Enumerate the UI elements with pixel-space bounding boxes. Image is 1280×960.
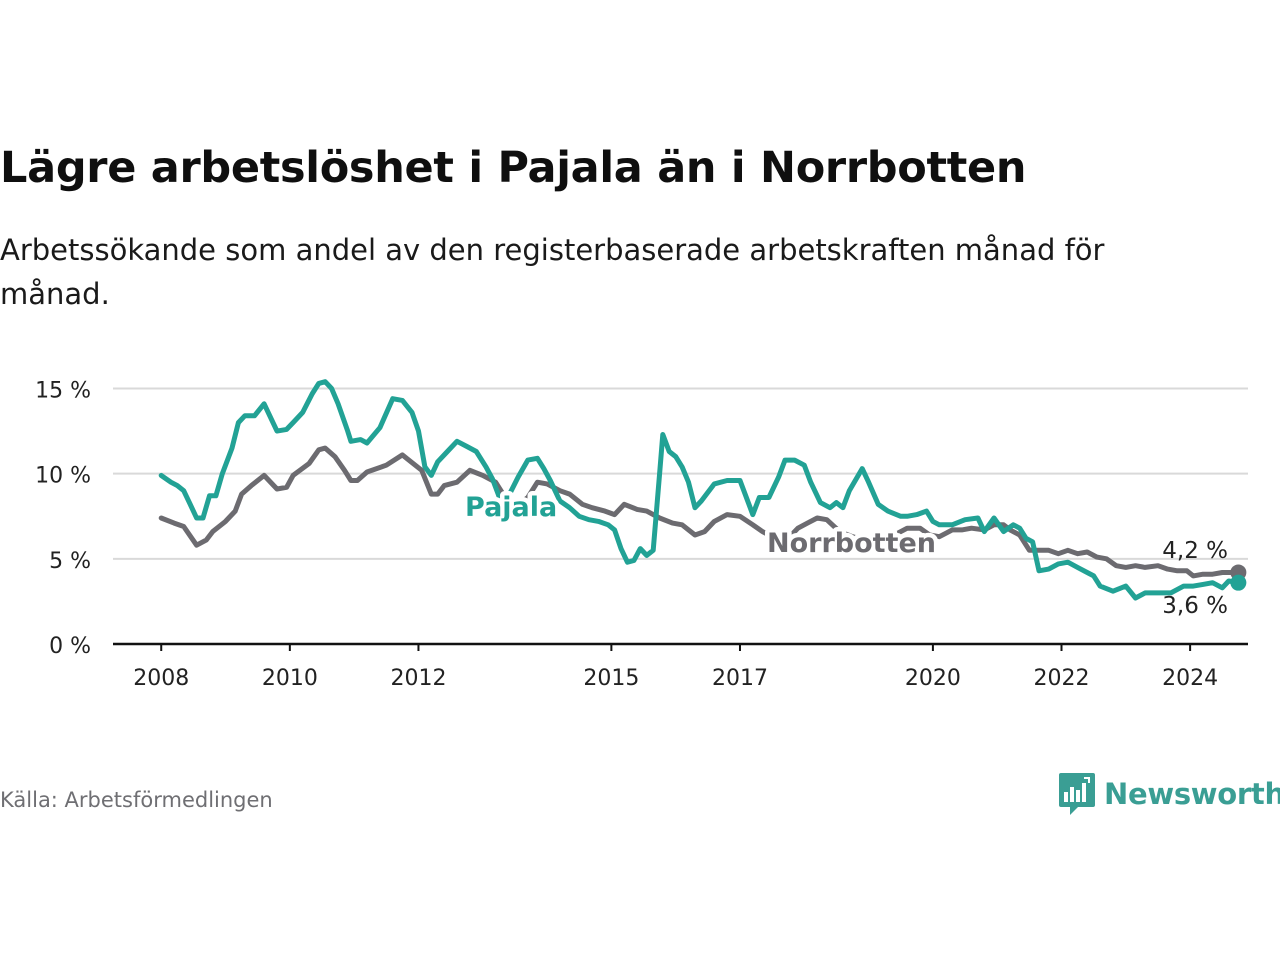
y-tick-label: 15 %: [35, 379, 91, 404]
x-tick-label: 2022: [1034, 666, 1090, 691]
source-note: Källa: Arbetsförmedlingen: [0, 788, 273, 812]
x-tick-label: 2024: [1162, 666, 1218, 691]
line-chart: 0 % 5 % 10 % 15 % 2008 2010 2012 2015 2017 2020 20…: [35, 379, 1248, 691]
end-label-norrbotten: 4,2 %: [1162, 538, 1228, 564]
newsworthy-logo-text: Newsworthy: [1104, 777, 1280, 811]
series-line-pajala: [158, 379, 1241, 601]
x-tick-label: 2010: [262, 666, 318, 691]
y-tick-label: 0 %: [49, 634, 91, 659]
x-tick-label: 2015: [583, 666, 639, 691]
y-tick-label: 10 %: [35, 464, 91, 489]
x-tick-label: 2017: [712, 666, 768, 691]
x-tick-label: 2008: [133, 666, 189, 691]
series-label-pajala: Pajala: [465, 492, 557, 523]
series-label-norrbotten: Norrbotten: [767, 528, 936, 559]
x-tick-label: 2012: [390, 666, 446, 691]
x-tick-label: 2020: [905, 666, 961, 691]
y-tick-label: 5 %: [49, 549, 91, 574]
newsworthy-logo: Newsworthy: [1058, 771, 1280, 817]
end-label-pajala: 3,6 %: [1162, 593, 1228, 619]
chart-subtitle: Arbetssökande som andel av den registerb…: [0, 233, 1105, 311]
chart-title: Lägre arbetslöshet i Pajala än i Norrbot…: [0, 143, 1027, 193]
newsworthy-logo-icon: [1059, 773, 1095, 815]
series-line-norrbotten: [158, 445, 1241, 579]
end-point-pajala: [1230, 574, 1247, 591]
